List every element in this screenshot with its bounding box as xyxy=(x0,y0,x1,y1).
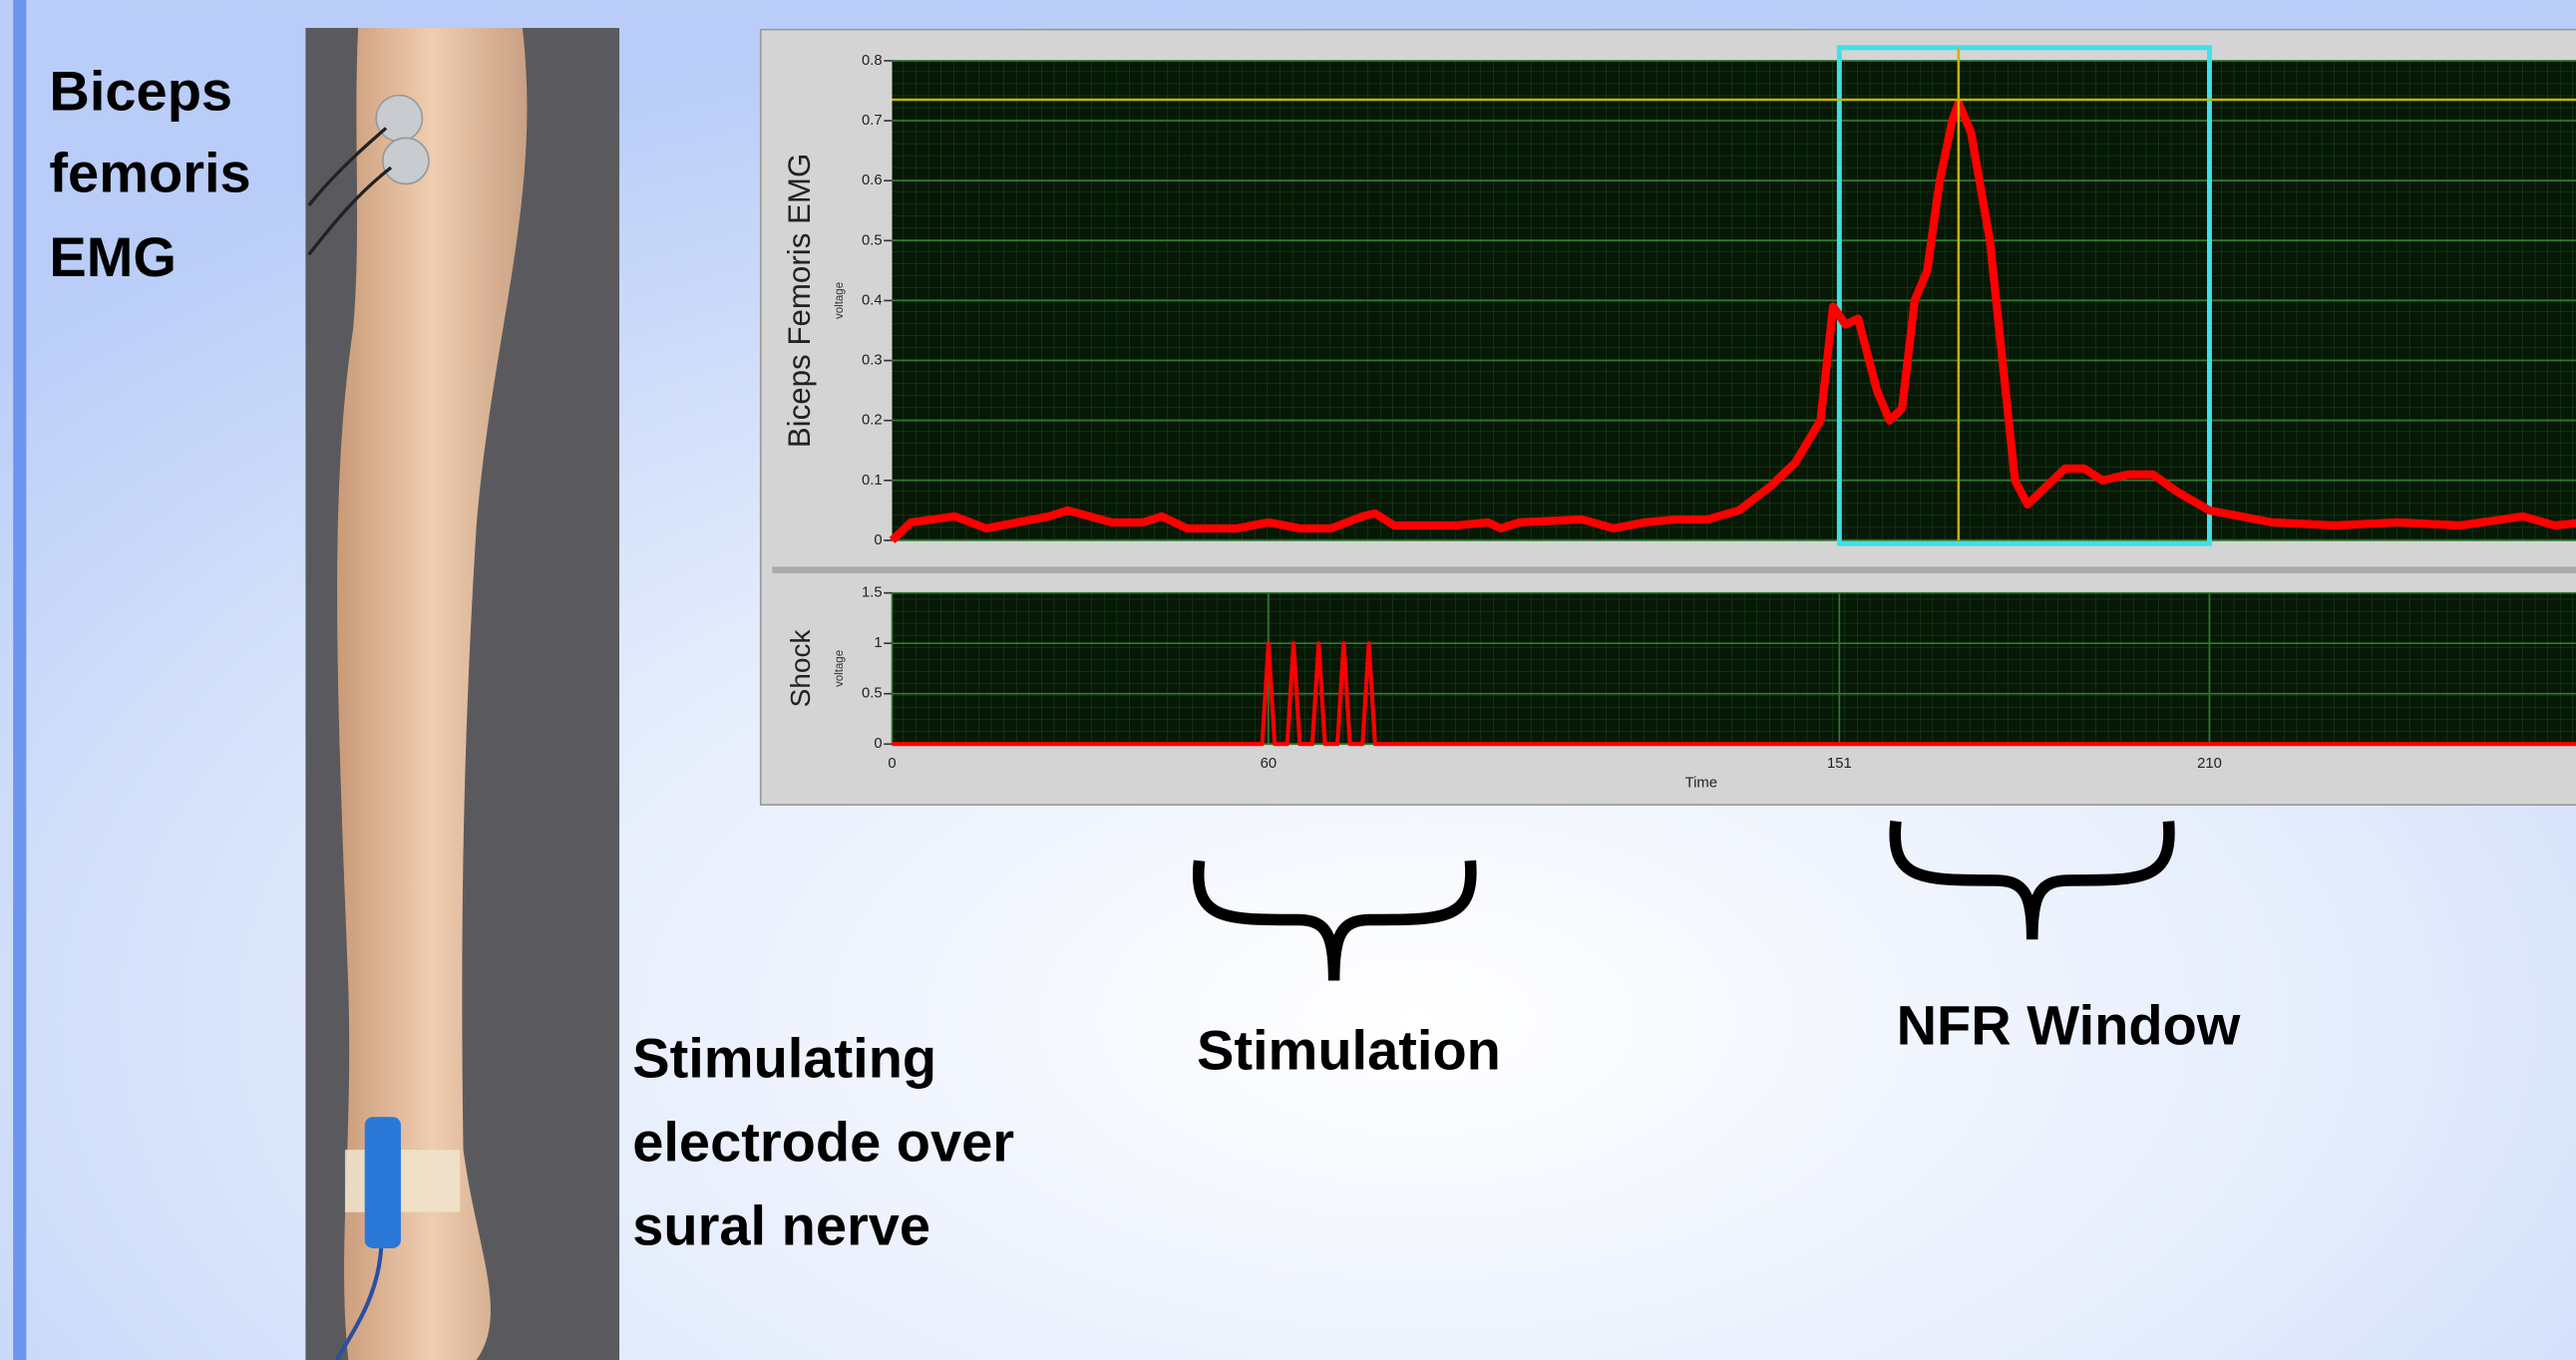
y-tick-label: 1.5 xyxy=(862,585,883,601)
x-tick-label: 210 xyxy=(2197,756,2222,772)
y-tick-label: 0 xyxy=(874,532,882,548)
slide: Biceps femoris EMG Stimulating electrode… xyxy=(0,0,2576,1360)
x-tick-label: 0 xyxy=(888,756,896,772)
muscle-label: EMG xyxy=(49,225,177,288)
leg-photo xyxy=(305,28,619,1360)
y-axis-title: Shock xyxy=(785,629,816,708)
panel-divider xyxy=(772,566,2576,573)
electrode-label: Stimulating xyxy=(632,1027,936,1090)
y-tick-label: 0.2 xyxy=(862,413,883,429)
y-tick-label: 0.5 xyxy=(862,232,883,248)
x-tick-label: 60 xyxy=(1261,756,1277,772)
y-tick-label: 0 xyxy=(874,736,882,752)
nfr-window-label: NFR Window xyxy=(1897,994,2241,1057)
y-tick-label: 1 xyxy=(874,635,882,651)
y-axis-title: Biceps Femoris EMG xyxy=(782,154,817,448)
y-unit-label: voltage xyxy=(834,282,846,319)
y-tick-label: 0.4 xyxy=(862,292,883,308)
y-tick-label: 0.5 xyxy=(862,686,883,702)
muscle-label: femoris xyxy=(49,142,250,204)
y-tick-label: 0.8 xyxy=(862,53,883,69)
y-tick-label: 0.1 xyxy=(862,473,883,489)
x-tick-label: 151 xyxy=(1827,756,1852,772)
y-tick-label: 0.3 xyxy=(862,353,883,369)
y-tick-label: 0.7 xyxy=(862,113,883,129)
electrode-label: electrode over xyxy=(632,1111,1014,1174)
minor-grid xyxy=(892,593,2576,745)
side-stripe xyxy=(13,0,26,1360)
stimulation-label: Stimulation xyxy=(1197,1018,1501,1081)
electrode-label: sural nerve xyxy=(632,1194,930,1257)
x-axis-label: Time xyxy=(1685,776,1717,792)
muscle-label: Biceps xyxy=(49,59,232,122)
y-unit-label: voltage xyxy=(834,650,846,687)
y-tick-label: 0.6 xyxy=(862,172,883,188)
